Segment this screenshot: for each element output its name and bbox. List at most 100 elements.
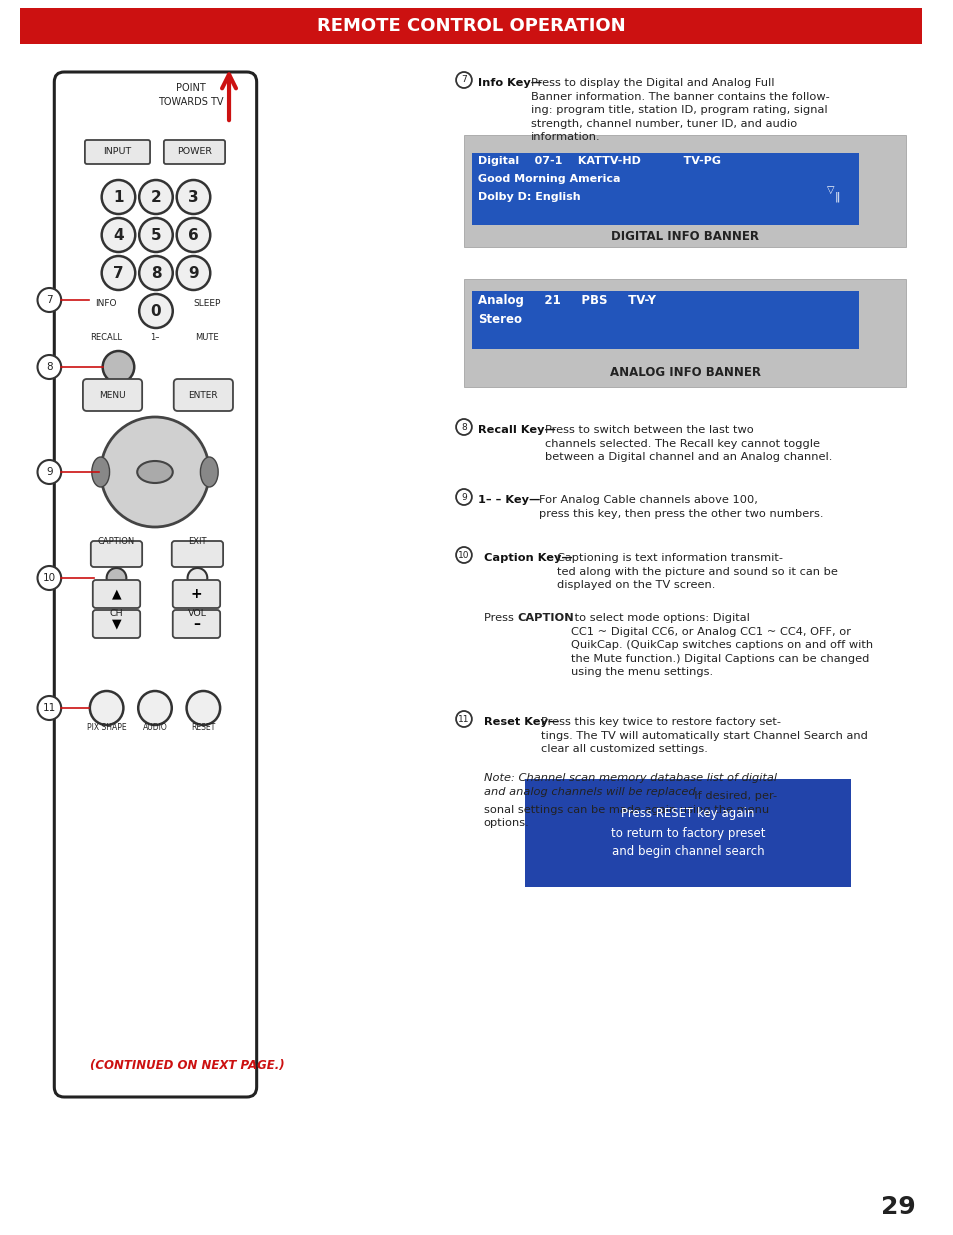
Text: For Analog Cable channels above 100,
press this key, then press the other two nu: For Analog Cable channels above 100, pre… [538,495,822,519]
Circle shape [456,489,472,505]
Text: Info Key—: Info Key— [477,78,541,88]
Text: 7: 7 [113,266,124,280]
FancyBboxPatch shape [173,379,233,411]
Text: 10: 10 [43,573,56,583]
Text: If desired, per-
sonal settings can be made again using the menu
options.: If desired, per- sonal settings can be m… [483,790,776,829]
Text: RESET: RESET [191,722,215,731]
Circle shape [101,417,209,527]
Circle shape [102,180,135,214]
FancyBboxPatch shape [172,610,220,638]
Text: 7: 7 [460,75,466,84]
Circle shape [176,219,210,252]
FancyBboxPatch shape [85,140,150,164]
Text: 8: 8 [46,362,52,372]
Text: INFO: INFO [94,299,116,308]
Text: Press to switch between the last two
channels selected. The Recall key cannot to: Press to switch between the last two cha… [544,425,831,462]
Text: 2: 2 [151,189,161,205]
FancyBboxPatch shape [463,279,905,387]
Circle shape [37,566,61,590]
Text: Dolby D: English: Dolby D: English [477,191,579,203]
Text: Digital    07-1    KATTV-HD           TV-PG: Digital 07-1 KATTV-HD TV-PG [477,156,720,165]
FancyBboxPatch shape [172,541,223,567]
Circle shape [37,354,61,379]
Circle shape [139,219,172,252]
Circle shape [176,180,210,214]
Text: ‖: ‖ [833,191,839,203]
Text: Reset Key—: Reset Key— [483,718,558,727]
FancyBboxPatch shape [164,140,225,164]
Text: 3: 3 [188,189,198,205]
Text: Good Morning America: Good Morning America [477,174,619,184]
Text: DIGITAL INFO BANNER: DIGITAL INFO BANNER [611,231,759,243]
Text: MENU: MENU [99,390,126,399]
FancyBboxPatch shape [92,610,140,638]
Text: PIX SHAPE: PIX SHAPE [87,722,127,731]
Text: ▽: ▽ [826,185,834,195]
Circle shape [37,697,61,720]
Text: VOL: VOL [188,609,207,618]
Circle shape [37,288,61,312]
Text: ▼: ▼ [112,618,121,631]
FancyBboxPatch shape [472,153,858,225]
FancyBboxPatch shape [172,580,220,608]
Text: Caption Key—: Caption Key— [483,553,572,563]
Text: 1– – Key—: 1– – Key— [477,495,539,505]
Text: 0: 0 [151,304,161,319]
Circle shape [102,256,135,290]
FancyBboxPatch shape [92,580,140,608]
Circle shape [139,256,172,290]
Circle shape [139,180,172,214]
Text: 4: 4 [113,227,124,242]
Text: CH: CH [110,609,123,618]
Text: ENTER: ENTER [189,390,218,399]
Text: Note: Channel scan memory database list of digital
and analog channels will be r: Note: Channel scan memory database list … [483,773,776,797]
FancyBboxPatch shape [463,135,905,247]
Text: to return to factory preset: to return to factory preset [610,826,764,840]
Text: –: – [193,618,200,631]
Text: AUDIO: AUDIO [142,722,167,731]
FancyBboxPatch shape [91,541,142,567]
Circle shape [107,568,126,588]
Text: CAPTION: CAPTION [517,613,574,622]
Text: and begin channel search: and begin channel search [611,846,763,858]
Text: 11: 11 [457,715,469,724]
Text: INPUT: INPUT [103,147,132,157]
Text: Press this key twice to restore factory set-
tings. The TV will automatically st: Press this key twice to restore factory … [540,718,867,755]
Text: to select mode options: Digital
CC1 ~ Digital CC6, or Analog CC1 ~ CC4, OFF, or
: to select mode options: Digital CC1 ~ Di… [570,613,872,678]
Circle shape [90,692,123,725]
Circle shape [456,711,472,727]
Text: Analog     21     PBS     TV-Y: Analog 21 PBS TV-Y [477,294,655,308]
Circle shape [176,256,210,290]
Circle shape [103,351,134,383]
Text: 8: 8 [460,422,466,431]
Text: Press: Press [483,613,517,622]
Text: 1–: 1– [150,332,159,342]
Text: CAPTION: CAPTION [98,537,135,547]
FancyBboxPatch shape [83,379,142,411]
Text: Captioning is text information transmit-
ted along with the picture and sound so: Captioning is text information transmit-… [557,553,837,590]
Circle shape [138,692,172,725]
Text: 8: 8 [151,266,161,280]
Text: Recall Key—: Recall Key— [477,425,555,435]
Circle shape [37,459,61,484]
Text: REMOTE CONTROL OPERATION: REMOTE CONTROL OPERATION [316,17,624,35]
Text: SLEEP: SLEEP [193,299,221,308]
Ellipse shape [200,457,218,487]
Ellipse shape [91,457,110,487]
Text: 5: 5 [151,227,161,242]
Text: Stereo: Stereo [477,312,521,326]
Circle shape [456,419,472,435]
Text: ANALOG INFO BANNER: ANALOG INFO BANNER [609,367,760,379]
Text: RECALL: RECALL [90,332,121,342]
Text: 9: 9 [188,266,198,280]
Text: ▲: ▲ [112,588,121,600]
Ellipse shape [137,461,172,483]
Circle shape [456,547,472,563]
Text: EXIT: EXIT [188,537,207,547]
FancyBboxPatch shape [525,779,850,887]
Circle shape [102,219,135,252]
Text: Press to display the Digital and Analog Full
Banner information. The banner cont: Press to display the Digital and Analog … [531,78,829,142]
Circle shape [187,692,220,725]
Circle shape [139,294,172,329]
FancyBboxPatch shape [20,7,921,44]
